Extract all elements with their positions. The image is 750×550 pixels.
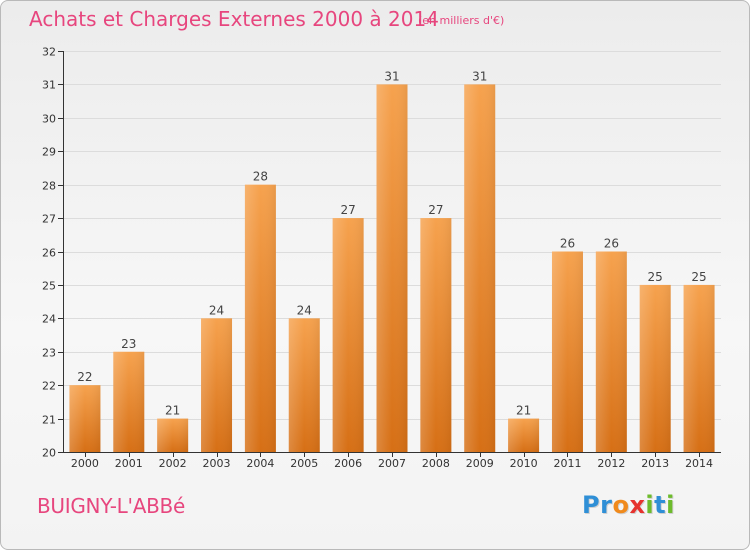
y-tick-label: 21	[42, 414, 56, 427]
data-label: 24	[209, 303, 224, 317]
y-tick-label: 29	[42, 146, 56, 159]
y-tick-label: 25	[42, 280, 56, 293]
bar-shine	[113, 351, 145, 452]
y-tick-label: 30	[42, 113, 56, 126]
logo-letter: t	[654, 491, 667, 519]
logo-letter: i	[645, 491, 655, 519]
y-tick-label: 24	[42, 313, 56, 326]
data-label: 26	[604, 237, 619, 251]
axes	[58, 51, 721, 457]
logo-letter: P	[582, 491, 601, 519]
data-label: 21	[516, 404, 531, 418]
x-tick-label: 2006	[334, 457, 362, 470]
bar-shine	[420, 218, 452, 452]
bar-shine	[464, 84, 496, 453]
x-tick-label: 2002	[159, 457, 187, 470]
y-tick-label: 23	[42, 347, 56, 360]
x-tick-label: 2000	[71, 457, 99, 470]
x-tick-label: 2012	[597, 457, 625, 470]
bar-shine	[639, 284, 671, 452]
data-label: 25	[691, 270, 706, 284]
x-tick-label: 2004	[246, 457, 274, 470]
x-tick-label: 2003	[203, 457, 231, 470]
data-label: 31	[472, 69, 487, 83]
x-tick-label: 2010	[510, 457, 538, 470]
data-label: 25	[648, 270, 663, 284]
x-tick-label: 2013	[641, 457, 669, 470]
logo-letter: r	[600, 491, 613, 519]
x-tick-label: 2011	[553, 457, 581, 470]
x-tick-label: 2009	[466, 457, 494, 470]
logo-letter: x	[629, 491, 646, 519]
y-tick-label: 27	[42, 213, 56, 226]
bar-shine	[69, 385, 101, 452]
bar-shine	[683, 284, 715, 452]
chart-title: Achats et Charges Externes 2000 à 2014	[29, 7, 439, 31]
bar-shine	[244, 184, 276, 452]
data-label: 26	[560, 237, 575, 251]
x-tick-label: 2014	[685, 457, 713, 470]
y-tick-label: 26	[42, 247, 56, 260]
y-tick-label: 28	[42, 180, 56, 193]
bar-shine	[551, 251, 583, 452]
logo-letter: i	[666, 491, 675, 519]
bar-shine	[288, 318, 320, 452]
logo-letter: o	[612, 491, 630, 519]
data-label: 31	[384, 69, 399, 83]
proxiti-logo[interactable]: Proxiti	[582, 491, 675, 519]
bar-shine	[376, 84, 408, 453]
bar-shine	[332, 218, 364, 452]
y-tick-label: 22	[42, 380, 56, 393]
commune-name: BUIGNY-L'ABBé	[37, 494, 185, 518]
y-tick-label: 32	[42, 46, 56, 59]
x-tick-label: 2008	[422, 457, 450, 470]
tick-labels: 20 21 22 23 24 25 26 27 28 29 30 31 32 22 2000 23 2001 21…	[42, 46, 713, 471]
x-tick-label: 2001	[115, 457, 143, 470]
data-label: 22	[77, 370, 92, 384]
y-tick-label: 20	[42, 447, 56, 460]
bar-shine	[508, 418, 540, 452]
data-label: 23	[121, 337, 136, 351]
data-label: 27	[428, 203, 443, 217]
x-tick-label: 2007	[378, 457, 406, 470]
chart-subtitle: (en milliers d'€)	[418, 14, 505, 27]
data-label: 27	[340, 203, 355, 217]
y-tick-label: 31	[42, 79, 56, 92]
data-label: 28	[253, 170, 268, 184]
data-label: 21	[165, 404, 180, 418]
bars	[69, 84, 715, 453]
bar-shine	[201, 318, 233, 452]
bar-shine	[157, 418, 189, 452]
bar-shine	[595, 251, 627, 452]
data-label: 24	[297, 303, 312, 317]
x-tick-label: 2005	[290, 457, 318, 470]
